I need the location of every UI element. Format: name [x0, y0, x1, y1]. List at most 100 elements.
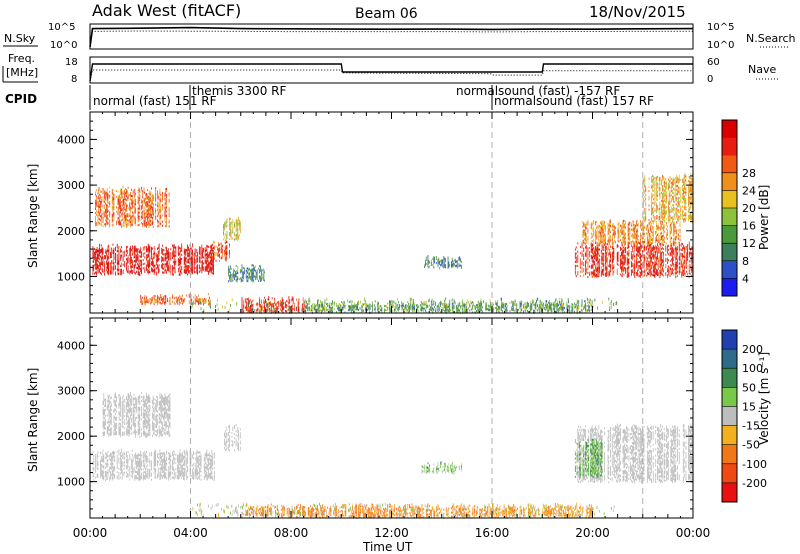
echo-cell: [177, 268, 179, 271]
echo-cell: [122, 202, 124, 205]
echo-cell: [261, 277, 263, 280]
echo-cell: [595, 254, 596, 257]
echo-cell: [143, 299, 145, 302]
echo-cell: [176, 300, 178, 303]
echo-cell: [162, 300, 163, 303]
echo-cell: [106, 223, 108, 226]
echo-cell: [205, 253, 207, 256]
echo-cell: [519, 304, 521, 307]
echo-cell: [596, 235, 598, 238]
echo-cell: [158, 245, 160, 248]
echo-cell: [567, 305, 569, 308]
echo-cell: [120, 200, 122, 203]
echo-cell: [481, 310, 483, 313]
echo-cell: [550, 310, 552, 313]
echo-cell: [134, 255, 136, 258]
echo-cell: [241, 297, 243, 300]
echo-cell: [624, 256, 626, 259]
echo-cell: [105, 206, 107, 209]
echo-cell: [224, 239, 226, 242]
echo-cell: [122, 269, 124, 272]
echo-cell: [153, 299, 155, 302]
echo-cell: [191, 256, 193, 259]
echo-cell: [98, 254, 100, 257]
echo-cell: [476, 305, 477, 308]
echo-cell: [151, 205, 152, 208]
echo-cell: [145, 222, 147, 225]
echo-cell: [660, 265, 662, 268]
echo-cell: [226, 246, 228, 249]
echo-cell: [189, 250, 191, 253]
echo-cell: [225, 249, 227, 252]
echo-cell: [167, 250, 168, 253]
echo-cell: [159, 217, 161, 220]
echo-cell: [247, 308, 249, 311]
echo-cell: [248, 273, 250, 276]
echo-cell: [147, 198, 149, 201]
echo-cell: [228, 267, 230, 270]
echo-cell: [611, 246, 613, 249]
echo-cell: [126, 204, 128, 207]
echo-cell: [578, 300, 580, 303]
echo-cell: [597, 261, 599, 264]
echo-cell: [196, 295, 198, 298]
echo-cell: [236, 228, 238, 231]
echo-cell: [691, 274, 693, 277]
echo-cell: [677, 262, 678, 265]
echo-cell: [583, 223, 585, 226]
echo-cell: [278, 300, 280, 303]
echo-cell: [563, 304, 565, 307]
echo-cell: [674, 249, 676, 252]
echo-cell: [99, 250, 101, 253]
echo-cell: [95, 259, 96, 262]
echo-cell: [389, 307, 391, 310]
echo-cell: [151, 222, 152, 225]
echo-cell: [627, 246, 629, 249]
echo-cell: [92, 256, 94, 259]
echo-cell: [162, 193, 163, 196]
echo-cell: [188, 301, 190, 304]
echo-cell: [677, 254, 678, 257]
echo-cell: [152, 296, 153, 299]
echo-cell: [192, 251, 194, 254]
echo-cell: [131, 223, 132, 226]
echo-cell: [240, 278, 242, 281]
echo-cell: [590, 222, 592, 225]
echo-cell: [318, 305, 320, 308]
echo-cell: [248, 299, 250, 302]
echo-cell: [652, 257, 654, 260]
echo-cell: [253, 271, 255, 274]
echo-cell: [605, 266, 606, 269]
echo-cell: [193, 302, 194, 305]
echo-cell: [196, 271, 198, 274]
echo-cell: [425, 303, 426, 306]
echo-cell: [98, 207, 100, 210]
echo-cell: [99, 187, 101, 190]
echo-cell: [126, 262, 127, 265]
echo-cell: [182, 300, 183, 303]
echo-cell: [425, 260, 426, 263]
echo-cell: [460, 258, 462, 261]
echo-cell: [235, 225, 237, 228]
echo-cell: [95, 224, 97, 227]
echo-cell: [553, 306, 554, 309]
echo-cell: [613, 256, 615, 259]
echo-cell: [143, 189, 145, 192]
echo-cell: [112, 209, 114, 212]
echo-cell: [605, 264, 606, 267]
echo-cell: [107, 199, 109, 202]
echo-cell: [188, 261, 190, 264]
echo-cell: [587, 253, 589, 256]
echo-cell: [623, 250, 625, 253]
echo-cell: [168, 270, 170, 273]
echo-cell: [617, 257, 619, 260]
echo-cell: [167, 297, 168, 300]
echo-cell: [575, 264, 577, 267]
echo-cell: [152, 247, 153, 250]
echo-cell: [368, 304, 369, 307]
echo-cell: [107, 201, 109, 204]
echo-cell: [512, 309, 514, 312]
echo-cell: [188, 261, 189, 264]
echo-cell: [593, 253, 595, 256]
echo-cell: [502, 304, 503, 307]
